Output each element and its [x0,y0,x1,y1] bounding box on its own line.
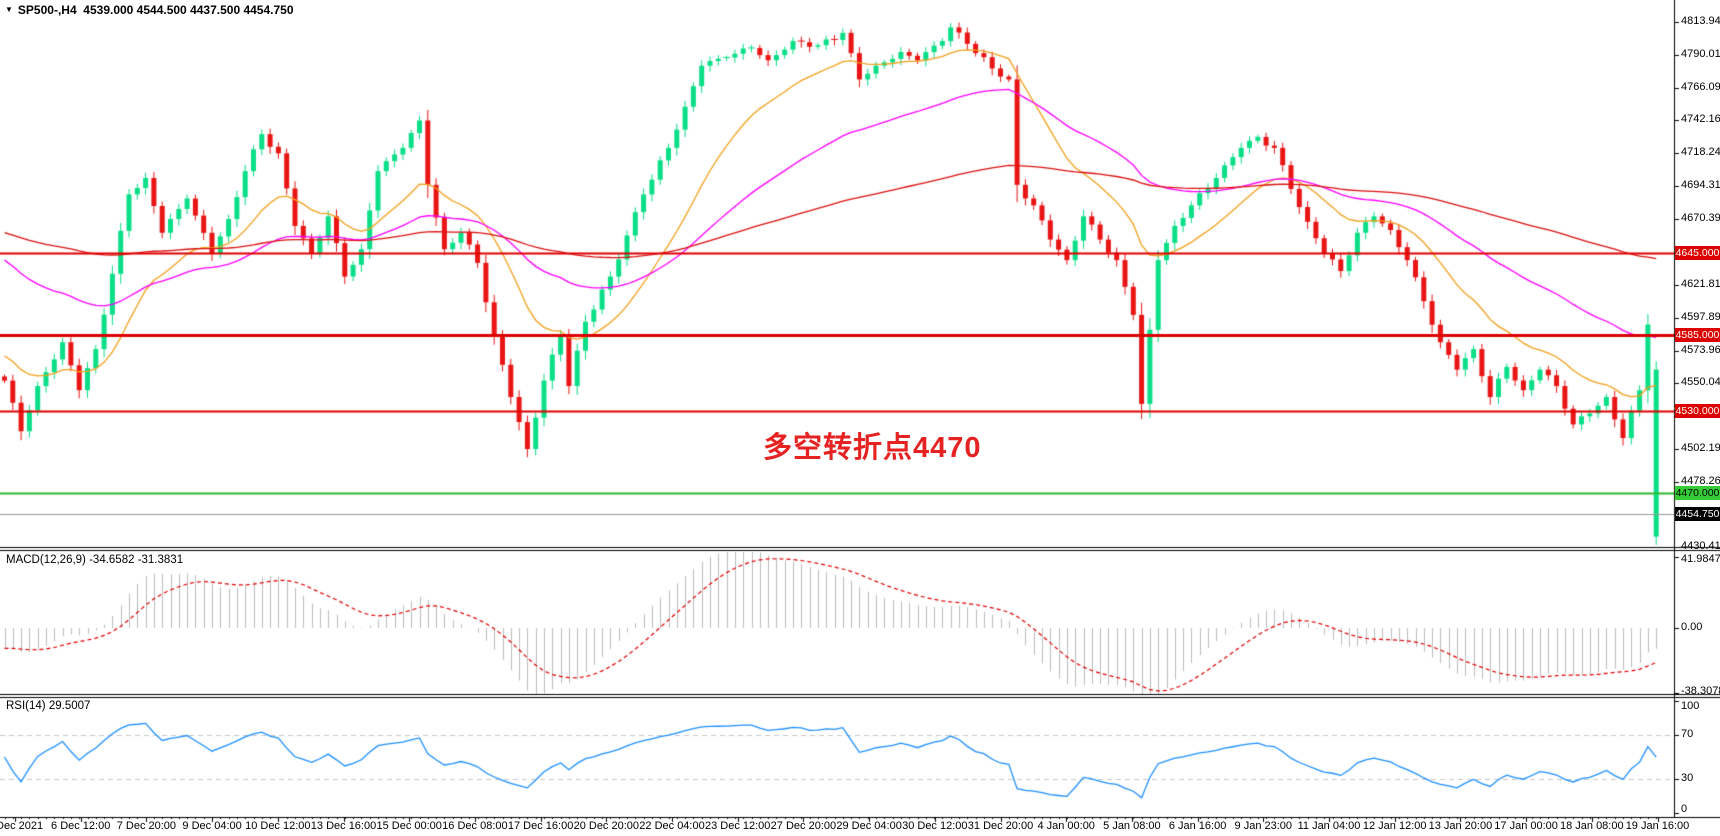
price-axis-label: 4694.315 [1681,178,1720,191]
price-axis-label: 4621.815 [1681,278,1720,291]
rsi-label: RSI(14) 29.5007 [6,700,91,712]
time-axis-label: 18 Jan 08:00 [1559,820,1624,832]
time-axis-label: 17 Dec 16:00 [507,820,574,832]
price-axis-label: 4718.240 [1681,146,1720,158]
macd-label: MACD(12,26,9) -34.6582 -31.3831 [6,554,184,566]
time-axis-label: 15 Dec 00:00 [376,820,442,832]
rsi-axis-label: 30 [1681,772,1694,785]
time-axis-label: 13 Dec 16:00 [310,820,377,832]
chart-title-symbol: SP500-,H4 [17,3,77,17]
price-level-badge[interactable]: 4585.000 [1675,328,1720,343]
time-axis-label: 12 Jan 12:00 [1362,820,1427,832]
rsi-value: 29.5007 [48,700,91,712]
time-axis-label: 4 Jan 00:00 [1037,820,1095,832]
price-axis-label: 4670.390 [1681,211,1720,224]
annotation-text[interactable]: 多空转折点4470 [763,432,982,464]
price-axis-label: 4550.040 [1681,376,1720,389]
time-axis-label: 31 Dec 20:00 [967,820,1034,832]
price-level-badge[interactable]: 4470.000 [1675,485,1720,500]
time-axis-label: 9 Jan 23:00 [1234,820,1293,832]
macd-values: -34.6582 -31.3831 [89,554,184,566]
time-axis-label: 9 Dec 04:00 [182,820,242,832]
time-axis-label: 5 Jan 08:00 [1103,820,1161,832]
price-axis-label: 4597.890 [1681,310,1720,323]
price-axis-label: 4573.965 [1681,343,1720,356]
macd-axis-label: -38.3078 [1681,685,1720,697]
macd-axis-label: 0.00 [1681,621,1703,633]
price-axis-label: 4813.940 [1681,15,1720,27]
time-axis-label: 7 Dec 20:00 [116,820,177,832]
time-axis-label: 6 Dec 12:00 [51,820,111,832]
time-axis-label: 16 Dec 08:00 [442,820,508,832]
price-axis-label: 4430.415 [1681,540,1720,553]
time-axis-label: 19 Jan 16:00 [1625,820,1690,832]
chart-title: ▼ SP500-,H4 4539.000 4544.500 4437.500 44… [5,3,294,17]
time-axis-label: 20 Dec 20:00 [573,820,640,832]
rsi-axis-label: 70 [1681,727,1694,740]
time-axis-label: 22 Dec 04:00 [639,820,705,832]
time-axis-label: 11 Jan 04:00 [1297,820,1361,832]
time-axis-label: 13 Jan 20:00 [1428,820,1493,832]
macd-axis-label: 41.9847 [1681,553,1720,565]
price-level-badge[interactable]: 4530.000 [1675,403,1720,418]
time-axis-label: 27 Dec 20:00 [770,820,837,832]
price-axis-label: 4478.265 [1681,474,1720,487]
time-axis-label: 6 Jan 16:00 [1168,820,1227,832]
price-axis-label: 4790.015 [1681,47,1720,60]
time-axis-label: 10 Dec 12:00 [245,820,311,832]
time-axis-label: 30 Dec 12:00 [902,820,968,832]
price-axis-label: 4742.165 [1681,113,1720,126]
time-axis-label: 17 Jan 00:00 [1494,820,1558,832]
price-axis-label: 4766.090 [1681,80,1720,93]
time-axis-label: 23 Dec 12:00 [704,820,771,832]
price-axis-label: 4502.190 [1681,441,1720,454]
chart-title-ohlc: 4539.000 4544.500 4437.500 4454.750 [83,3,294,17]
time-axis-label: 3 Dec 2021 [0,820,44,832]
symbol-dropdown-icon[interactable]: ▼ [5,5,13,14]
price-level-badge[interactable]: 4645.000 [1675,246,1720,261]
time-axis-label: 29 Dec 04:00 [836,820,902,832]
price-level-badge[interactable]: 4454.750 [1675,506,1720,521]
rsi-axis-label: 100 [1681,700,1700,712]
rsi-axis-label: 0 [1681,803,1688,815]
